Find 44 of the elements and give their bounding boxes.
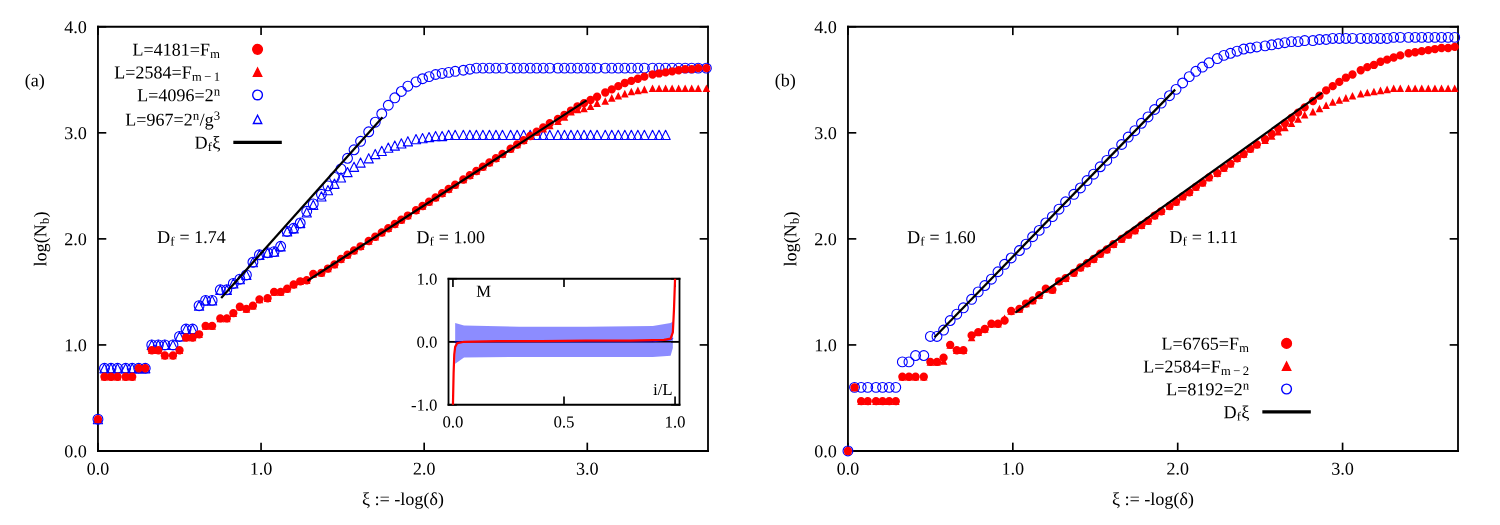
y-tick-label: 1.0 xyxy=(65,339,87,352)
x-tick-label: 0.0 xyxy=(87,462,109,475)
text: (b) xyxy=(775,73,795,91)
y-tick-label: 2.0 xyxy=(815,233,837,246)
legend-label: L=2584=F$_{m−1}$ xyxy=(114,66,220,81)
x-tick-label: 0.0 xyxy=(837,462,859,475)
y-tick-label: 0.0 xyxy=(417,336,437,348)
x-tick-label: 3.0 xyxy=(1332,462,1354,475)
legend-label: L=2584=F$_{m−2}$ xyxy=(1143,360,1249,375)
annotation: D$_{f}$ = 1.60 xyxy=(907,231,976,246)
y-tick-label: 0.0 xyxy=(814,445,837,458)
y-tick-label: 1.0 xyxy=(815,339,837,352)
x-tick-label: 1.0 xyxy=(1003,462,1024,475)
annotation: D$_{f}$ = 1.11 xyxy=(1169,231,1237,246)
y-tick-label: 0.0 xyxy=(64,445,87,458)
x-tick-label: 3.0 xyxy=(576,462,598,475)
legend-label: L=4096=2$^{n}$ xyxy=(137,89,220,102)
legend-label: L=6765=F$_{m}$ xyxy=(1161,337,1249,353)
y-tick-label: 4.0 xyxy=(64,21,87,34)
x-axis-title: ξ := -log(δ) xyxy=(362,492,444,509)
y-axis-title: log(N$_{b}$) xyxy=(33,212,51,267)
x-tick-label: 0.5 xyxy=(554,416,574,428)
text: (a) xyxy=(25,73,44,91)
y-tick-label: 3.0 xyxy=(815,127,837,140)
legend-label: L=4181=F$_{m}$ xyxy=(132,43,220,59)
y-axis-title: M xyxy=(476,285,491,297)
x-tick-label: 2.0 xyxy=(1167,462,1189,475)
y-tick-label: 4.0 xyxy=(814,21,837,34)
y-axis-title: log(N$_{b}$) xyxy=(783,212,801,267)
x-tick-label: 0.0 xyxy=(443,416,463,428)
y-tick-label: 1.0 xyxy=(418,273,437,285)
legend-label: L=967=2$^{n}$/g$^{3}$ xyxy=(125,111,220,130)
legend-label: D$_{f}$ξ xyxy=(1224,405,1250,422)
annotation: D$_{f}$ = 1.74 xyxy=(157,231,226,246)
y-tick-label: -1.0 xyxy=(411,399,437,411)
x-tick-label: 1.0 xyxy=(666,416,685,428)
y-tick-label: 2.0 xyxy=(65,233,87,246)
x-axis-title: ξ := -log(δ) xyxy=(1112,492,1194,509)
y-tick-label: 3.0 xyxy=(65,127,87,140)
x-axis-title: i/L xyxy=(653,383,672,396)
annotation: D$_{f}$ = 1.00 xyxy=(416,231,485,246)
legend-label: D$_{f}$ξ xyxy=(195,135,220,152)
x-tick-label: 1.0 xyxy=(251,462,272,475)
legend-label: L=8192=2$^{n}$ xyxy=(1166,383,1249,396)
